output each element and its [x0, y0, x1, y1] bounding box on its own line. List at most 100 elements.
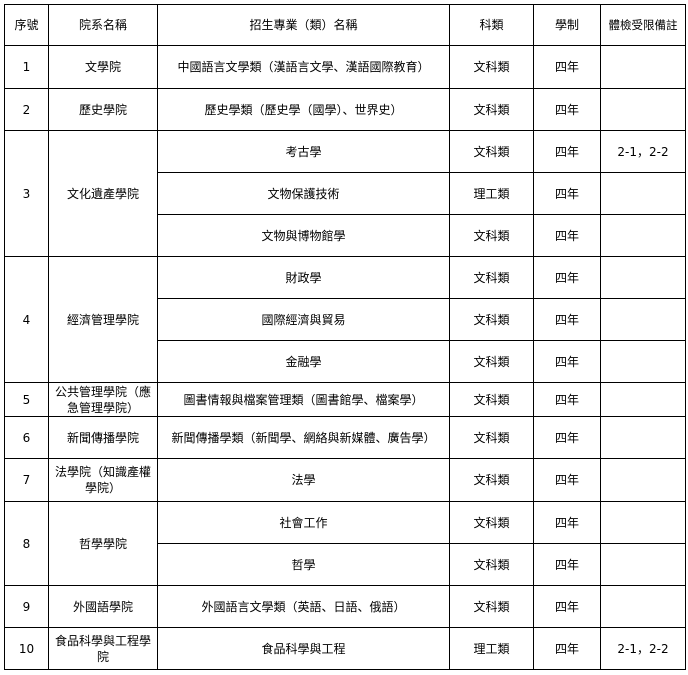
- duration: 四年: [533, 458, 601, 502]
- duration: 四年: [533, 130, 601, 173]
- header-category: 科類: [449, 4, 534, 46]
- note: [600, 45, 686, 89]
- major-name: 財政學: [157, 256, 450, 299]
- school-name: 哲學學院: [48, 501, 158, 586]
- row-number: 9: [4, 585, 49, 628]
- table-row: 7 法學院（知識產權學院） 法學 文科類 四年: [4, 458, 686, 502]
- table-row: 8 哲學學院 社會工作 文科類 四年: [4, 501, 686, 586]
- major-name: 考古學: [157, 130, 450, 173]
- note: [600, 172, 686, 215]
- major-name: 文物保護技術: [157, 172, 450, 215]
- duration: 四年: [533, 382, 601, 417]
- header-row: 序號 院系名稱 招生專業（類）名稱 科類 學制 體檢受限備註: [4, 4, 686, 46]
- duration: 四年: [533, 172, 601, 215]
- category: 文科類: [449, 340, 534, 383]
- note: [600, 298, 686, 341]
- category: 文科類: [449, 88, 534, 131]
- school-name: 歷史學院: [48, 88, 158, 131]
- note: [600, 501, 686, 544]
- category: 文科類: [449, 382, 534, 417]
- duration: 四年: [533, 88, 601, 131]
- row-number: 10: [4, 627, 49, 670]
- row-number: 7: [4, 458, 49, 502]
- duration: 四年: [533, 298, 601, 341]
- table-row: 9 外國語學院 外國語言文學類（英語、日語、俄語） 文科類 四年: [4, 585, 686, 628]
- school-name: 經濟管理學院: [48, 256, 158, 383]
- major-name: 圖書情報與檔案管理類（圖書館學、檔案學）: [157, 382, 450, 417]
- school-name: 食品科學與工程學院: [48, 627, 158, 670]
- major-name: 食品科學與工程: [157, 627, 450, 670]
- major-name: 中國語言文學類（漢語言文學、漢語國際教育）: [157, 45, 450, 89]
- major-name: 金融學: [157, 340, 450, 383]
- table-row: 3 文化遺產學院 考古學 文科類 四年 2-1，2-2: [4, 130, 686, 257]
- table-row: 4 經濟管理學院 財政學 文科類 四年: [4, 256, 686, 383]
- duration: 四年: [533, 627, 601, 670]
- school-name: 文學院: [48, 45, 158, 89]
- note: 2-1，2-2: [600, 627, 686, 670]
- major-name: 國際經濟與貿易: [157, 298, 450, 341]
- category: 文科類: [449, 585, 534, 628]
- category: 文科類: [449, 458, 534, 502]
- row-number: 4: [4, 256, 49, 383]
- table-row: 5 公共管理學院（應急管理學院） 圖書情報與檔案管理類（圖書館學、檔案學） 文科類 四年: [4, 382, 686, 417]
- major-name: 外國語言文學類（英語、日語、俄語）: [157, 585, 450, 628]
- category: 理工類: [449, 172, 534, 215]
- table-row: 6 新聞傳播學院 新聞傳播學類（新聞學、網絡與新媒體、廣告學） 文科類 四年: [4, 416, 686, 459]
- category: 文科類: [449, 501, 534, 544]
- category: 文科類: [449, 543, 534, 586]
- category: 文科類: [449, 45, 534, 89]
- row-number: 3: [4, 130, 49, 257]
- header-duration: 學制: [533, 4, 601, 46]
- table-row: 2 歷史學院 歷史學類（歷史學（國學）、世界史） 文科類 四年: [4, 88, 686, 131]
- duration: 四年: [533, 256, 601, 299]
- row-number: 2: [4, 88, 49, 131]
- major-name: 法學: [157, 458, 450, 502]
- note: [600, 340, 686, 383]
- note: [600, 585, 686, 628]
- note: [600, 458, 686, 502]
- note: [600, 214, 686, 257]
- school-name: 外國語學院: [48, 585, 158, 628]
- duration: 四年: [533, 543, 601, 586]
- table-row: 國際經濟與貿易 文科類 四年: [5, 298, 686, 341]
- table-row: 10 食品科學與工程學院 食品科學與工程 理工類 四年 2-1，2-2: [4, 627, 686, 670]
- duration: 四年: [533, 340, 601, 383]
- school-name: 法學院（知識產權學院）: [48, 458, 158, 502]
- note: [600, 256, 686, 299]
- row-number: 1: [4, 45, 49, 89]
- note: [600, 543, 686, 586]
- duration: 四年: [533, 416, 601, 459]
- major-name: 歷史學類（歷史學（國學）、世界史）: [157, 88, 450, 131]
- header-no: 序號: [4, 4, 49, 46]
- table-row: 文物與博物館學 文科類 四年: [5, 214, 686, 257]
- category: 文科類: [449, 214, 534, 257]
- row-number: 6: [4, 416, 49, 459]
- category: 理工類: [449, 627, 534, 670]
- duration: 四年: [533, 501, 601, 544]
- table-row: 文物保護技術 理工類 四年: [5, 172, 686, 215]
- school-name: 新聞傳播學院: [48, 416, 158, 459]
- row-number: 5: [4, 382, 49, 417]
- category: 文科類: [449, 256, 534, 299]
- major-name: 社會工作: [157, 501, 450, 544]
- note: 2-1，2-2: [600, 130, 686, 173]
- row-number: 8: [4, 501, 49, 586]
- note: [600, 382, 686, 417]
- category: 文科類: [449, 130, 534, 173]
- table-row: 1 文學院 中國語言文學類（漢語言文學、漢語國際教育） 文科類 四年: [4, 45, 686, 89]
- major-name: 文物與博物館學: [157, 214, 450, 257]
- admissions-table: 序號 院系名稱 招生專業（類）名稱 科類 學制 體檢受限備註 1 文學院 中國語言文…: [4, 4, 686, 670]
- major-name: 新聞傳播學類（新聞學、網絡與新媒體、廣告學）: [157, 416, 450, 459]
- header-school: 院系名稱: [48, 4, 158, 46]
- duration: 四年: [533, 585, 601, 628]
- category: 文科類: [449, 416, 534, 459]
- school-name: 文化遺產學院: [48, 130, 158, 257]
- duration: 四年: [533, 214, 601, 257]
- table-row: 金融學 文科類 四年: [5, 340, 686, 383]
- category: 文科類: [449, 298, 534, 341]
- duration: 四年: [533, 45, 601, 89]
- note: [600, 416, 686, 459]
- major-name: 哲學: [157, 543, 450, 586]
- school-name: 公共管理學院（應急管理學院）: [48, 382, 158, 417]
- header-major: 招生專業（類）名稱: [157, 4, 450, 46]
